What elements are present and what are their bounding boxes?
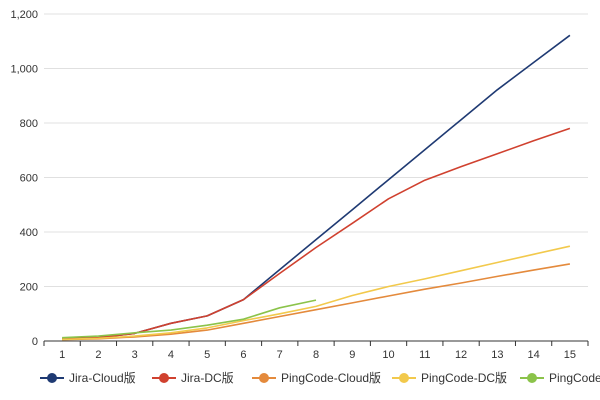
y-axis-ticks: 0 200 400 600 800 1,000 1,200 (10, 9, 38, 348)
series-line-4 (62, 299, 317, 339)
legend-marker-icon (399, 373, 409, 383)
legend-item[interactable]: Jira-Cloud版 (40, 371, 136, 385)
x-axis-ticks: 1 2 3 4 5 6 7 8 9 10 11 12 13 14 15 (43, 341, 589, 361)
legend-marker-icon (47, 373, 57, 383)
legend[interactable]: Jira-Cloud版 Jira-DC版 PingCode-Cloud版 PingCo… (40, 371, 600, 385)
series-line-1 (62, 127, 571, 340)
legend-label: Jira-DC版 (181, 371, 234, 385)
x-tick-label: 11 (419, 349, 430, 361)
x-tick-label: 15 (564, 349, 576, 361)
x-tick-label: 2 (95, 349, 101, 361)
legend-label: PingCode-Server (549, 371, 600, 385)
x-tick-label: 4 (168, 349, 174, 361)
y-tick-label: 400 (20, 227, 38, 239)
legend-label: Jira-Cloud版 (69, 371, 136, 385)
y-tick-label: 800 (20, 118, 38, 130)
x-tick-label: 9 (349, 349, 355, 361)
y-tick-label: 200 (20, 282, 38, 294)
legend-label: PingCode-Cloud版 (281, 371, 381, 385)
x-tick-label: 6 (240, 349, 246, 361)
grid-lines (44, 13, 588, 287)
legend-item[interactable]: PingCode-Cloud版 (252, 371, 381, 385)
x-tick-label: 1 (59, 349, 65, 361)
legend-label: PingCode-DC版 (421, 371, 507, 385)
x-tick-label: 5 (204, 349, 210, 361)
legend-item[interactable]: Jira-DC版 (152, 371, 234, 385)
y-tick-label: 1,200 (10, 9, 38, 21)
series-lines (62, 34, 571, 341)
legend-marker-icon (159, 373, 169, 383)
series-line-0 (62, 34, 571, 340)
legend-item[interactable]: PingCode-DC版 (392, 371, 507, 385)
x-tick-label: 10 (382, 349, 394, 361)
y-tick-label: 0 (32, 336, 38, 348)
x-tick-label: 8 (313, 349, 319, 361)
legend-item[interactable]: PingCode-Server (520, 371, 600, 385)
y-tick-label: 1,000 (10, 64, 38, 76)
x-tick-label: 12 (455, 349, 467, 361)
series-line-3 (62, 245, 571, 341)
x-tick-label: 7 (277, 349, 283, 361)
legend-marker-icon (527, 373, 537, 383)
x-tick-label: 14 (527, 349, 539, 361)
y-tick-label: 600 (20, 173, 38, 185)
series-line-2 (62, 263, 571, 341)
x-tick-label: 13 (491, 349, 503, 361)
x-tick-label: 3 (132, 349, 138, 361)
legend-marker-icon (259, 373, 269, 383)
